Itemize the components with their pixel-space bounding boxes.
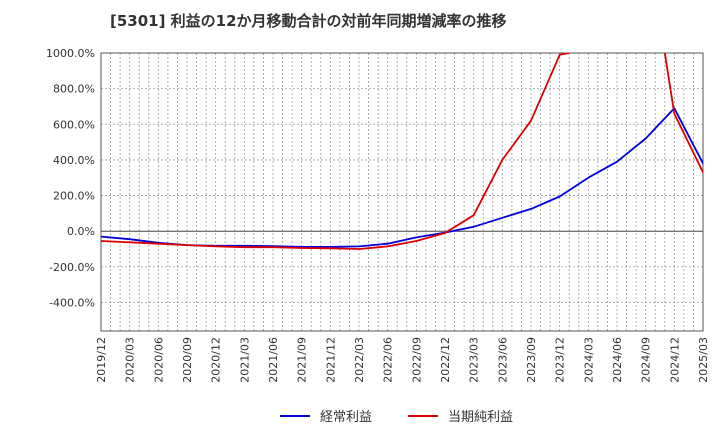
series-line-1	[101, 107, 703, 248]
x-tick-label: 2021/06	[267, 337, 280, 383]
x-tick-label: 2020/03	[124, 337, 137, 383]
chart-title: [5301] 利益の12か月移動合計の対前年同期増減率の推移	[110, 12, 507, 30]
y-tick-label: 1000.0%	[46, 47, 95, 60]
plot-frame	[100, 52, 704, 332]
x-tick-label: 2024/03	[582, 337, 595, 383]
x-tick-label: 2023/06	[496, 337, 509, 383]
x-tick-label: 2020/09	[181, 337, 194, 383]
y-tick-label: 800.0%	[53, 83, 95, 96]
x-tick-label: 2019/12	[95, 337, 108, 383]
x-tick-label: 2023/03	[468, 337, 481, 383]
x-tick-label: 2021/09	[296, 337, 309, 383]
x-tick-label: 2020/06	[152, 337, 165, 383]
legend-label-1: 経常利益	[320, 410, 372, 425]
x-tick-label: 2022/06	[382, 337, 395, 383]
y-tick-label: -200.0%	[49, 261, 95, 274]
x-tick-label: 2024/06	[611, 337, 624, 383]
x-tick-label: 2023/12	[554, 337, 567, 383]
y-tick-label: -400.0%	[49, 296, 95, 309]
y-tick-label: 200.0%	[53, 190, 95, 203]
x-tick-label: 2021/12	[324, 337, 337, 383]
x-tick-label: 2024/09	[640, 337, 653, 383]
x-tick-label: 2020/12	[210, 337, 223, 383]
x-tick-label: 2022/12	[439, 337, 452, 383]
y-tick-label: 0.0%	[67, 225, 95, 238]
series-line-2	[101, 53, 703, 250]
legend-label-2: 当期純利益	[448, 410, 513, 425]
x-tick-label: 2021/03	[238, 337, 251, 383]
x-tick-label: 2022/09	[410, 337, 423, 383]
x-tick-label: 2025/03	[697, 337, 710, 383]
y-tick-label: 600.0%	[53, 118, 95, 131]
x-tick-label: 2023/09	[525, 337, 538, 383]
x-tick-label: 2024/12	[668, 337, 681, 383]
y-tick-label: 400.0%	[53, 154, 95, 167]
x-tick-label: 2022/03	[353, 337, 366, 383]
